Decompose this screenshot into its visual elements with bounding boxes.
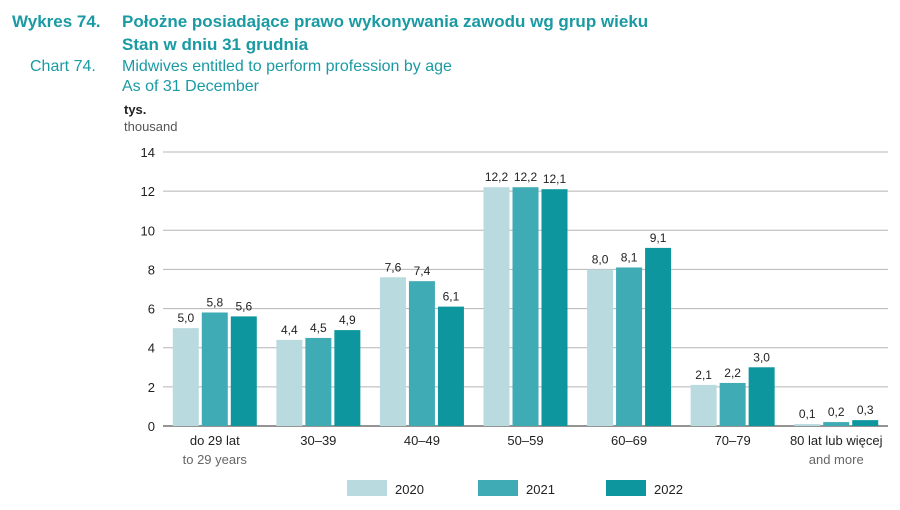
title-pl-line1: Położne posiadające prawo wykonywania za… bbox=[122, 12, 649, 31]
data-label: 4,9 bbox=[339, 313, 356, 327]
data-label: 0,2 bbox=[828, 405, 845, 419]
legend-label: 2021 bbox=[526, 482, 555, 497]
y-tick-label: 10 bbox=[141, 223, 155, 238]
bar-2021-2 bbox=[305, 337, 332, 426]
bar-2020-2 bbox=[276, 339, 303, 426]
bar-2020-3 bbox=[379, 277, 406, 426]
title-en-line2: As of 31 December bbox=[122, 78, 259, 95]
title-en-line1: Midwives entitled to perform profession … bbox=[122, 58, 452, 75]
data-label: 5,6 bbox=[235, 299, 252, 313]
data-label: 5,8 bbox=[206, 295, 223, 309]
bar-2022-2 bbox=[334, 330, 361, 426]
y-tick-label: 8 bbox=[148, 262, 155, 277]
chart-number-pl: Wykres 74. bbox=[12, 12, 101, 31]
y-tick-label: 0 bbox=[148, 419, 155, 434]
data-label: 0,3 bbox=[857, 403, 874, 417]
data-label: 5,0 bbox=[177, 311, 194, 325]
bar-2022-3 bbox=[437, 306, 464, 426]
data-label: 4,5 bbox=[310, 321, 327, 335]
chart-number-en: Chart 74. bbox=[30, 58, 96, 75]
bar-2022-5 bbox=[645, 247, 672, 426]
title-pl-line2: Stan w dniu 31 grudnia bbox=[122, 35, 309, 54]
data-label: 7,4 bbox=[414, 264, 431, 278]
bar-2021-1 bbox=[201, 312, 228, 426]
unit-label-en: thousand bbox=[124, 119, 178, 134]
legend-swatch-2020 bbox=[347, 480, 387, 496]
x-tick-label: 80 lat lub więcej bbox=[790, 433, 883, 448]
data-label: 12,2 bbox=[485, 170, 509, 184]
data-label: 3,0 bbox=[753, 350, 770, 364]
y-tick-label: 6 bbox=[148, 302, 155, 317]
y-tick-label: 12 bbox=[141, 184, 155, 199]
x-tick-label: 60–69 bbox=[611, 433, 647, 448]
legend-label: 2020 bbox=[395, 482, 424, 497]
x-tick-label: 40–49 bbox=[404, 433, 440, 448]
bar-2022-4 bbox=[541, 189, 568, 426]
bar-2021-4 bbox=[512, 187, 539, 426]
bar-2022-6 bbox=[748, 367, 775, 426]
x-tick-label: do 29 lat bbox=[190, 433, 240, 448]
data-label: 12,2 bbox=[514, 170, 538, 184]
legend-label: 2022 bbox=[654, 482, 683, 497]
bar-2022-7 bbox=[852, 420, 879, 426]
x-tick-label: 30–39 bbox=[300, 433, 336, 448]
data-label: 2,2 bbox=[724, 366, 741, 380]
data-label: 6,1 bbox=[443, 290, 460, 304]
data-label: 7,6 bbox=[385, 260, 402, 274]
bar-2020-7 bbox=[794, 424, 821, 426]
y-tick-label: 4 bbox=[148, 341, 155, 356]
data-label: 4,4 bbox=[281, 323, 298, 337]
data-label: 2,1 bbox=[695, 368, 712, 382]
data-label: 8,0 bbox=[592, 252, 609, 266]
legend-swatch-2022 bbox=[606, 480, 646, 496]
data-label: 8,1 bbox=[621, 250, 638, 264]
chart-header: Wykres 74. Chart 74. Położne posiadające… bbox=[0, 0, 900, 100]
bar-2021-7 bbox=[823, 422, 850, 426]
bar-2021-5 bbox=[616, 267, 643, 426]
bar-2020-1 bbox=[172, 328, 199, 426]
y-tick-label: 2 bbox=[148, 380, 155, 395]
data-label: 12,1 bbox=[543, 172, 567, 186]
unit-label-pl: tys. bbox=[124, 102, 147, 117]
bar-2021-6 bbox=[719, 382, 746, 426]
legend-swatch-2021 bbox=[478, 480, 518, 496]
bar-2022-1 bbox=[230, 316, 257, 426]
bar-2020-4 bbox=[483, 187, 510, 426]
y-tick-label: 14 bbox=[141, 145, 155, 160]
x-tick-label-en: and more bbox=[809, 452, 864, 467]
bar-2021-3 bbox=[408, 281, 435, 426]
x-tick-label: 50–59 bbox=[507, 433, 543, 448]
data-label: 9,1 bbox=[650, 231, 667, 245]
x-tick-label: 70–79 bbox=[715, 433, 751, 448]
x-tick-label-en: to 29 years bbox=[183, 452, 248, 467]
data-label: 0,1 bbox=[799, 407, 816, 421]
bar-2020-5 bbox=[587, 269, 614, 426]
bar-2020-6 bbox=[690, 384, 717, 426]
